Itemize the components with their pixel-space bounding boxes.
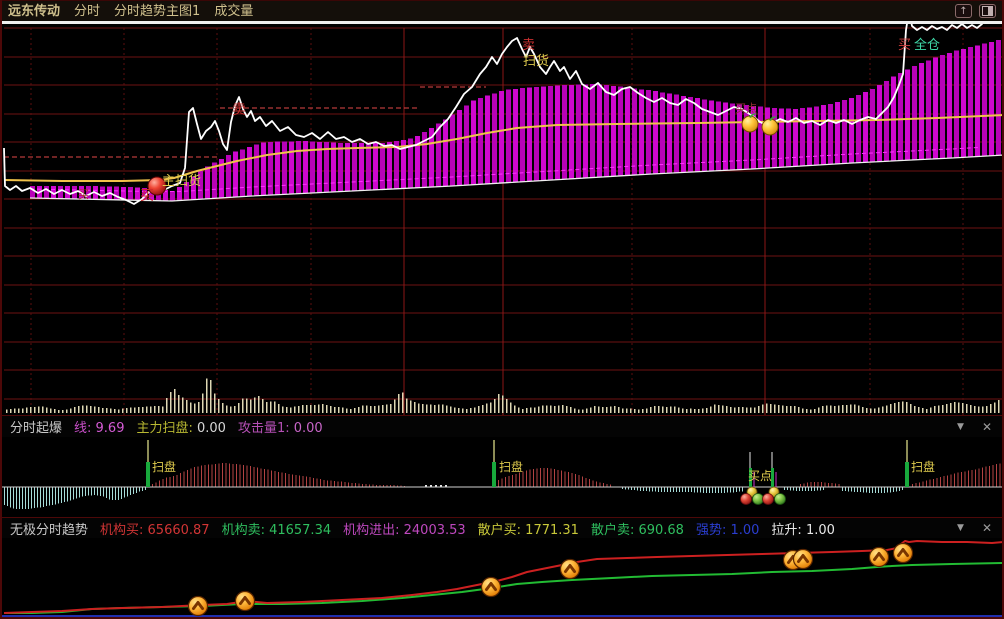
gold-ball-leaf [749, 113, 757, 118]
indicator-metric: 散户卖: 690.68 [591, 523, 684, 538]
main-intraday-chart-panel[interactable]: 买买主扫货卖卖扫货 买点买全仓 [2, 24, 1002, 415]
indicator-metric: 强势: 1.00 [696, 523, 759, 538]
buy-signal-marker [480, 576, 502, 598]
botpanel-indicator-header: 无极分时趋势 机构买: 65660.87 机构卖: 41657.34 机构进出: 2… [2, 517, 1002, 538]
metric-label: 散户卖: [590, 522, 639, 538]
stock-name: 远东传动 [8, 3, 61, 19]
metric-label: 机构进出: [343, 522, 404, 538]
botpanel-metrics: 机构买: 65660.87 机构卖: 41657.34 机构进出: 24003.53… [100, 519, 847, 538]
chart-signal-label: 全仓 [914, 38, 941, 53]
midpanel-metrics: 线: 9.69 主力扫盘: 0.00 攻击量1: 0.00 [74, 417, 335, 436]
indicator-metric: 机构进出: 24003.53 [343, 523, 466, 538]
sweep-bar [492, 462, 496, 487]
chart-signal-label: 卖 [522, 38, 536, 53]
metric-value: 1.00 [730, 522, 760, 538]
close-icon[interactable]: ✕ [981, 419, 992, 434]
burst-indicator-canvas[interactable] [2, 437, 1004, 517]
chart-signal-label: 扫货 [523, 54, 550, 69]
buy-signal-marker [892, 542, 914, 564]
midpanel-indicator-header: 分时起爆 线: 9.69 主力扫盘: 0.00 攻击量1: 0.00 ▼ ✕ [2, 415, 1002, 437]
metric-value: 41657.34 [269, 522, 332, 538]
cluster-ball-red [762, 493, 774, 505]
split-window-icon[interactable] [979, 4, 996, 18]
metric-value: 65660.87 [147, 522, 210, 538]
chart-signal-label: 买点 [735, 102, 757, 115]
burst-indicator-panel[interactable]: 扫盘 扫盘 扫盘买点 [2, 437, 1002, 517]
indicator-metric: 攻击量1: 0.00 [238, 421, 323, 436]
cluster-ball-green [752, 493, 764, 505]
buy-signal-marker [234, 590, 256, 612]
metric-value: 690.68 [638, 522, 684, 538]
metric-label: 机构买: [100, 522, 148, 538]
buy-signal-marker [792, 548, 814, 570]
trend-indicator-panel[interactable] [2, 538, 1004, 619]
midpanel-header-buttons: ▼ ✕ [957, 420, 1002, 434]
midpanel-indicator-title: 分时起爆 [10, 421, 63, 436]
indicator-signal-label: 扫盘 [152, 460, 177, 474]
indicator-signal-label: 扫盘 [499, 460, 524, 474]
metric-value: 24003.53 [403, 522, 466, 538]
indicator-signal-label: 扫盘 [911, 460, 936, 474]
gold-ball-leaf [769, 116, 777, 121]
window-buttons: ↑ [955, 4, 996, 18]
indicator-metric: 主力扫盘: 0.00 [136, 421, 225, 436]
red-ball-marker [147, 176, 167, 196]
buy-signal-marker [187, 595, 209, 617]
metric-label: 散户买: [477, 522, 526, 538]
split-glyph [982, 6, 993, 16]
title-separator-line [2, 21, 1002, 24]
collapse-icon[interactable]: ▼ [957, 421, 964, 432]
metric-label: 机构卖: [221, 522, 270, 538]
main-chart-canvas[interactable] [2, 24, 1004, 415]
indicator-metric: 线: 9.69 [74, 421, 124, 436]
chart-signal-label: 买 [898, 38, 912, 53]
metric-label: 拉升: [771, 522, 806, 538]
gold-ball-marker [761, 118, 779, 136]
indicator-metric: 散户买: 1771.31 [478, 523, 579, 538]
botpanel-indicator-title: 无极分时趋势 [10, 522, 89, 538]
cluster-ball-red [740, 493, 752, 505]
arrow-up-window-icon[interactable]: ↑ [955, 4, 972, 18]
metric-label: 强势: [695, 522, 731, 538]
close-icon[interactable]: ✕ [981, 521, 992, 535]
gold-ball-marker [741, 115, 759, 133]
metric-label: 主力扫盘: [136, 421, 197, 436]
indicator-metric: 拉升: 1.00 [771, 523, 834, 538]
botpanel-header-buttons: ▼ ✕ [957, 521, 1002, 535]
cluster-ball-green [774, 493, 786, 505]
buy-signal-marker [559, 558, 581, 580]
chart-signal-label: 主扫货 [162, 174, 202, 189]
metric-value: 9.69 [95, 421, 125, 436]
metric-value: 0.00 [197, 421, 226, 436]
metric-value: 1.00 [805, 522, 835, 538]
chart-signal-label: 买 [140, 188, 154, 204]
metric-label: 攻击量1: [237, 421, 294, 436]
metric-value: 0.00 [293, 421, 323, 436]
metric-label: 线: [74, 421, 96, 436]
buy-signal-marker [868, 546, 890, 568]
indicator-metric: 机构卖: 41657.34 [222, 523, 332, 538]
chart-signal-label: 卖 [232, 102, 246, 118]
sweep-bar [146, 462, 150, 487]
view-mode-label[interactable]: 分时 [74, 3, 101, 19]
trend-indicator-canvas[interactable] [2, 538, 1004, 619]
metric-value: 1771.31 [525, 522, 579, 538]
collapse-icon[interactable]: ▼ [957, 523, 964, 533]
titlebar: 远东传动 分时 分时趋势主图1 成交量 ↑ [2, 0, 1002, 21]
volume-indicator-label[interactable]: 成交量 [214, 3, 254, 19]
chart-signal-label: 买 [78, 188, 89, 201]
indicator-signal-label: 买点 [748, 469, 773, 483]
main-indicator-label[interactable]: 分时趋势主图1 [114, 3, 201, 19]
sweep-bar [905, 462, 909, 487]
indicator-metric: 机构买: 65660.87 [100, 523, 210, 538]
